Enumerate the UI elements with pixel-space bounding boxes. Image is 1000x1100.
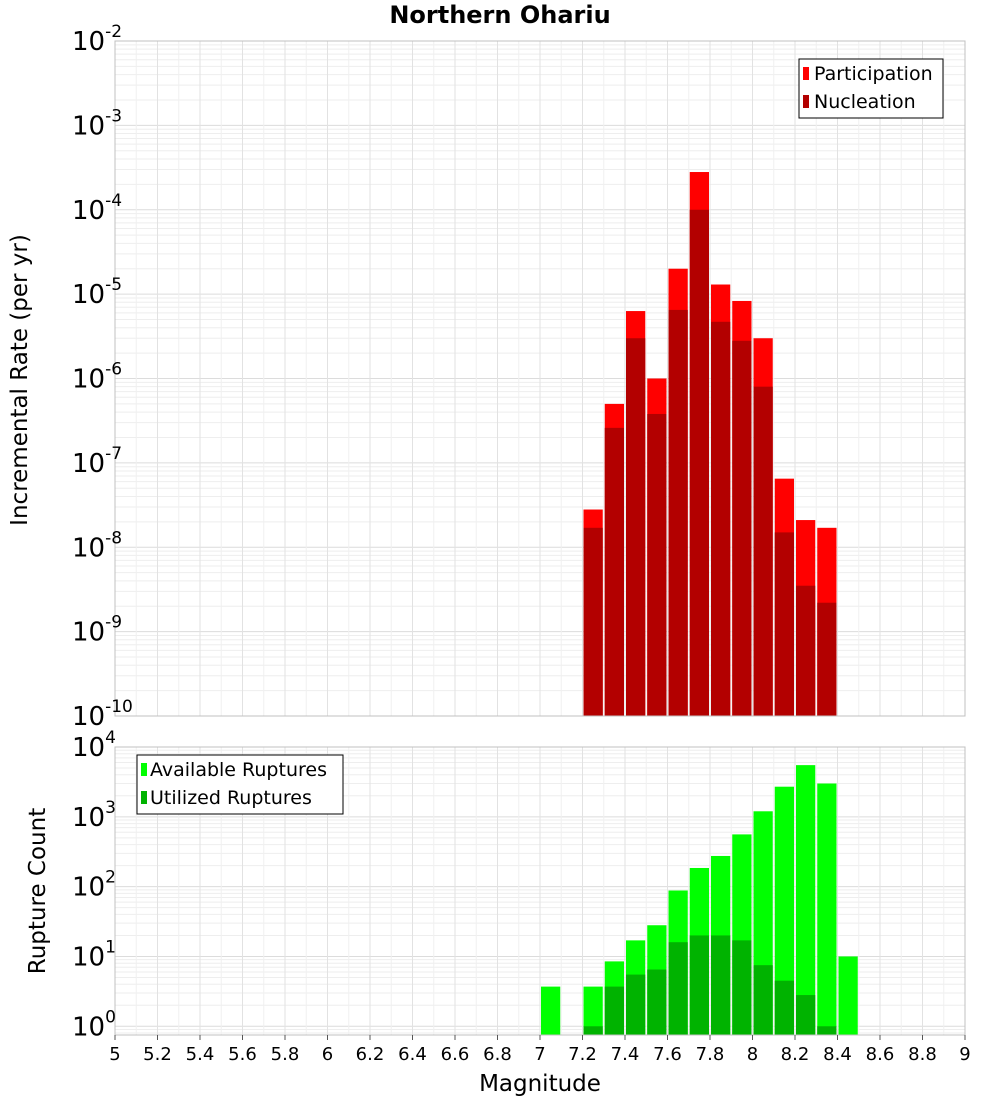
x-tick-label: 6.2 — [356, 1044, 385, 1065]
utilized-bar — [689, 935, 709, 1035]
available-bar — [583, 986, 603, 1035]
y-tick-label: 100 — [72, 1007, 116, 1042]
x-axis-label: Magnitude — [479, 1071, 601, 1097]
nucleation-bar — [753, 386, 773, 716]
y-tick-label: 10-5 — [72, 275, 122, 310]
x-tick-label: 8.8 — [908, 1044, 937, 1065]
nucleation-bar — [774, 532, 794, 716]
x-ticks: 5 5.2 5.4 5.6 5.8 6 6.2 6.4 6.6 6.8 7 7.2 7.4 7.6 7.8 8… — [109, 1035, 971, 1065]
y-tick-label: 10-8 — [72, 528, 122, 563]
nucleation-bar — [796, 585, 816, 716]
nucleation-bar — [689, 209, 709, 716]
available-legend-label: Available Ruptures — [150, 759, 327, 781]
x-tick-label: 8.4 — [823, 1044, 852, 1065]
participation-legend-swatch — [803, 67, 809, 80]
x-tick-label: 6.8 — [483, 1044, 512, 1065]
rate-panel: 10-10 10-9 10-8 10-7 10-6 10-5 10-4 10-3 10-2 In… — [7, 22, 966, 732]
x-tick-label: 8 — [747, 1044, 758, 1065]
utilized-bar — [711, 935, 731, 1035]
y-tick-label: 10-10 — [72, 697, 133, 732]
count-y-ticks: 100 101 102 103 104 — [72, 728, 116, 1042]
x-tick-label: 6 — [322, 1044, 333, 1065]
x-tick-label: 8.2 — [781, 1044, 810, 1065]
y-tick-label: 10-2 — [72, 22, 122, 57]
x-tick-label: 9 — [959, 1044, 970, 1065]
nucleation-bar — [711, 321, 731, 716]
y-tick-label: 103 — [72, 798, 116, 833]
x-tick-label: 7.4 — [611, 1044, 640, 1065]
y-tick-label: 10-7 — [72, 444, 122, 479]
nucleation-bar — [668, 309, 688, 716]
y-tick-label: 102 — [72, 868, 116, 903]
available-bar — [541, 986, 561, 1035]
chart-title: Northern Ohariu — [389, 1, 610, 29]
count-bars — [541, 765, 858, 1035]
available-bar — [817, 783, 837, 1035]
utilized-bar — [817, 1026, 837, 1035]
x-tick-label: 5.8 — [271, 1044, 300, 1065]
available-bar — [838, 956, 858, 1035]
x-tick-label: 7.6 — [653, 1044, 682, 1065]
rate-legend: Participation Nucleation — [798, 58, 944, 119]
utilized-bar — [604, 986, 624, 1035]
x-tick-label: 5.2 — [143, 1044, 172, 1065]
rate-y-ticks: 10-10 10-9 10-8 10-7 10-6 10-5 10-4 10-3 10-2 — [72, 22, 133, 732]
y-tick-label: 101 — [72, 937, 116, 972]
rate-legend-box — [798, 58, 944, 119]
utilized-bar — [626, 974, 646, 1035]
rate-bars — [583, 172, 837, 716]
available-bar — [774, 786, 794, 1035]
nucleation-legend-swatch — [803, 95, 809, 108]
utilized-bar — [753, 965, 773, 1035]
count-legend: Available Ruptures Utilized Ruptures — [136, 754, 344, 815]
nucleation-bar — [583, 527, 603, 716]
nucleation-bar — [732, 340, 752, 716]
x-tick-label: 5.6 — [228, 1044, 257, 1065]
count-panel: 100 101 102 103 104 Rupture Count Available … — [25, 728, 971, 1097]
nucleation-bar — [604, 427, 624, 716]
rate-y-axis-label: Incremental Rate (per yr) — [7, 234, 33, 526]
y-tick-label: 10-3 — [72, 106, 122, 141]
utilized-bar — [647, 969, 667, 1035]
available-legend-swatch — [141, 763, 147, 776]
utilized-bar — [668, 942, 688, 1035]
rate-plot-border — [114, 40, 966, 717]
utilized-bar — [732, 940, 752, 1035]
utilized-legend-label: Utilized Ruptures — [150, 787, 312, 809]
count-y-axis-label: Rupture Count — [25, 808, 51, 974]
nucleation-bar — [626, 338, 646, 716]
nucleation-legend-label: Nucleation — [814, 91, 916, 113]
x-tick-label: 7.8 — [696, 1044, 725, 1065]
rate-grid — [114, 40, 966, 717]
participation-legend-label: Participation — [814, 63, 933, 85]
y-tick-label: 10-6 — [72, 360, 122, 395]
nucleation-bar — [817, 602, 837, 716]
x-tick-label: 6.6 — [441, 1044, 470, 1065]
utilized-legend-swatch — [141, 791, 147, 804]
x-tick-label: 7 — [534, 1044, 545, 1065]
utilized-bar — [796, 995, 816, 1035]
utilized-bar — [583, 1026, 603, 1035]
x-tick-label: 5 — [109, 1044, 120, 1065]
y-tick-label: 104 — [72, 728, 116, 763]
count-legend-box — [136, 754, 344, 815]
x-tick-label: 5.4 — [186, 1044, 215, 1065]
y-tick-label: 10-9 — [72, 613, 122, 648]
x-tick-label: 7.2 — [568, 1044, 597, 1065]
x-tick-label: 6.4 — [398, 1044, 427, 1065]
nucleation-bar — [647, 413, 667, 716]
utilized-bar — [774, 980, 794, 1035]
y-tick-label: 10-4 — [72, 191, 122, 226]
x-tick-label: 8.6 — [866, 1044, 895, 1065]
available-bar — [796, 765, 816, 1035]
